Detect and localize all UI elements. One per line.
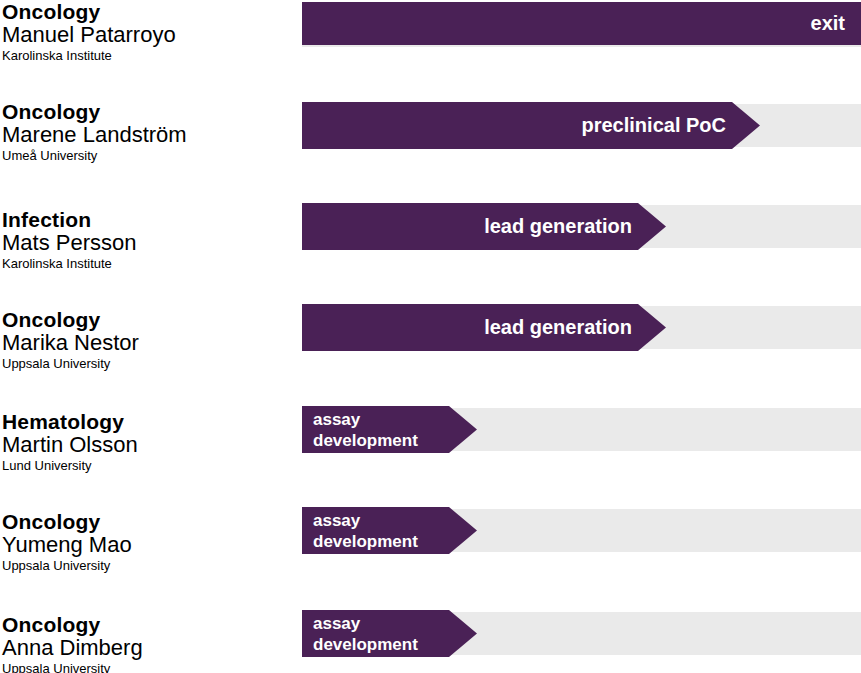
pipeline-row: Oncology Yumeng Mao Uppsala University a… — [0, 507, 861, 577]
stage-label-line: assay — [313, 613, 477, 634]
stage-label: assaydevelopment — [302, 510, 477, 552]
stage-bar: preclinical PoC — [302, 102, 760, 149]
stage-label: assaydevelopment — [302, 409, 477, 451]
stage-label-line: development — [313, 430, 477, 451]
institution-label: Uppsala University — [2, 660, 297, 673]
pipeline-row: Oncology Anna Dimberg Uppsala University… — [0, 610, 861, 673]
pipeline-row: Hematology Martin Olsson Lund University… — [0, 406, 861, 476]
institution-label: Lund University — [2, 457, 297, 474]
category-label: Oncology — [2, 0, 297, 23]
researcher-name: Anna Dimberg — [2, 636, 297, 659]
stage-bar: lead generation — [302, 304, 666, 351]
category-label: Oncology — [2, 308, 297, 331]
pipeline-row: Oncology Marika Nestor Uppsala Universit… — [0, 304, 861, 374]
stage-bar: assaydevelopment — [302, 610, 477, 657]
stage-bar: assaydevelopment — [302, 406, 477, 453]
stage-label-line: lead generation — [302, 215, 632, 238]
researcher-name: Yumeng Mao — [2, 533, 297, 556]
stage-bar-zone: lead generation — [302, 304, 861, 351]
institution-label: Karolinska Institute — [2, 47, 297, 64]
category-label: Oncology — [2, 510, 297, 533]
project-info: Oncology Anna Dimberg Uppsala University — [2, 613, 297, 673]
researcher-name: Marene Landström — [2, 123, 297, 146]
project-info: Hematology Martin Olsson Lund University — [2, 410, 297, 474]
project-info: Infection Mats Persson Karolinska Instit… — [2, 208, 297, 272]
institution-label: Umeå University — [2, 147, 297, 164]
project-info: Oncology Manuel Patarroyo Karolinska Ins… — [2, 0, 297, 64]
stage-bar: lead generation — [302, 203, 666, 250]
stage-label-line: lead generation — [302, 316, 632, 339]
category-label: Oncology — [2, 100, 297, 123]
researcher-name: Martin Olsson — [2, 433, 297, 456]
stage-bar-zone: assaydevelopment — [302, 406, 861, 453]
researcher-name: Manuel Patarroyo — [2, 23, 297, 46]
researcher-name: Mats Persson — [2, 231, 297, 254]
stage-label-line: exit — [302, 12, 845, 35]
category-label: Infection — [2, 208, 297, 231]
project-info: Oncology Marika Nestor Uppsala Universit… — [2, 308, 297, 372]
stage-bar-zone: assaydevelopment — [302, 507, 861, 554]
stage-label-line: preclinical PoC — [302, 114, 726, 137]
stage-label: lead generation — [302, 316, 666, 339]
stage-label-line: development — [313, 634, 477, 655]
project-info: Oncology Yumeng Mao Uppsala University — [2, 510, 297, 574]
stage-bar: assaydevelopment — [302, 507, 477, 554]
stage-label: assaydevelopment — [302, 613, 477, 655]
institution-label: Uppsala University — [2, 557, 297, 574]
project-info: Oncology Marene Landström Umeå Universit… — [2, 100, 297, 164]
researcher-name: Marika Nestor — [2, 331, 297, 354]
pipeline-row: Oncology Marene Landström Umeå Universit… — [0, 102, 861, 172]
stage-label-line: development — [313, 531, 477, 552]
stage-label-line: assay — [313, 409, 477, 430]
pipeline-chart: Oncology Manuel Patarroyo Karolinska Ins… — [0, 0, 861, 673]
stage-label: exit — [302, 12, 861, 35]
category-label: Oncology — [2, 613, 297, 636]
stage-label: lead generation — [302, 215, 666, 238]
stage-bar-zone: preclinical PoC — [302, 102, 861, 149]
institution-label: Uppsala University — [2, 355, 297, 372]
institution-label: Karolinska Institute — [2, 255, 297, 272]
stage-bar: exit — [302, 2, 861, 45]
stage-label: preclinical PoC — [302, 114, 760, 137]
pipeline-row: Oncology Manuel Patarroyo Karolinska Ins… — [0, 2, 861, 72]
stage-bar-zone: lead generation — [302, 203, 861, 250]
stage-label-line: assay — [313, 510, 477, 531]
stage-bar-zone: exit — [302, 2, 861, 49]
category-label: Hematology — [2, 410, 297, 433]
pipeline-row: Infection Mats Persson Karolinska Instit… — [0, 203, 861, 273]
stage-bar-zone: assaydevelopment — [302, 610, 861, 657]
